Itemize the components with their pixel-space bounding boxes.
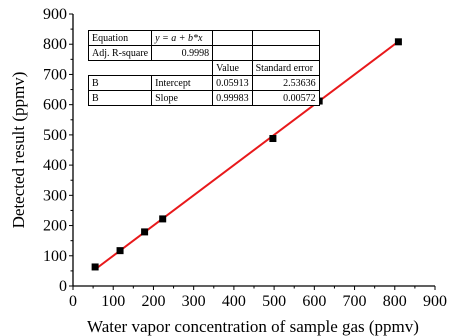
y-tick-label: 500 xyxy=(43,127,67,144)
equation-cell-value xyxy=(212,30,253,46)
y-tick-label: 800 xyxy=(43,36,67,53)
y-tick-label: 100 xyxy=(43,248,67,265)
data-point xyxy=(91,263,99,271)
x-tick-label: 200 xyxy=(141,293,165,310)
y-tick-label: 900 xyxy=(43,6,67,23)
y-axis-title: Detected result (ppmv) xyxy=(9,72,28,229)
axes xyxy=(69,13,436,290)
x-tick-label: 100 xyxy=(101,293,125,310)
x-tick-label: 700 xyxy=(343,293,367,310)
data-point xyxy=(394,38,402,46)
y-tick-label: 300 xyxy=(43,187,67,204)
equation-label: Equation xyxy=(87,30,153,46)
adj-r-square-cell-error xyxy=(251,45,320,61)
equation-row: Equation y = a + b*x xyxy=(87,30,320,46)
intercept-param: Intercept xyxy=(151,75,214,91)
adj-r-square-cell-value xyxy=(212,45,253,61)
intercept-std-error: 2.53636 xyxy=(251,75,320,91)
y-tick-label: 0 xyxy=(59,278,67,295)
x-tick-label: 300 xyxy=(182,293,206,310)
x-tick-label: 600 xyxy=(302,293,326,310)
slope-std-error: 0.00572 xyxy=(251,90,320,106)
adj-r-square-value: 0.9998 xyxy=(151,45,214,61)
slope-row: B Slope 0.99983 0.00572 xyxy=(87,90,320,106)
slope-col1: B xyxy=(87,90,153,106)
slope-param: Slope xyxy=(151,90,214,106)
data-point xyxy=(159,215,167,223)
adj-r-square-row: Adj. R-square 0.9998 xyxy=(87,45,320,61)
data-point xyxy=(269,135,277,143)
y-tick-label: 700 xyxy=(43,66,67,83)
x-tick-label: 400 xyxy=(222,293,246,310)
data-point xyxy=(116,247,124,255)
fit-results-table: Equation y = a + b*x Adj. R-square 0.999… xyxy=(87,30,320,106)
header-row: Value Standard error xyxy=(89,60,320,76)
value-header: Value xyxy=(212,60,253,76)
tick-labels: 0 100 200 300 400 500 600 700 800 900 0 100 200 300 40… xyxy=(43,6,447,310)
slope-value: 0.99983 xyxy=(212,90,253,106)
y-tick-label: 400 xyxy=(43,157,67,174)
x-tick-label: 900 xyxy=(423,293,447,310)
data-point xyxy=(141,228,149,236)
y-tick-label: 200 xyxy=(43,218,67,235)
header-blank-2 xyxy=(152,61,213,76)
equation-cell-error xyxy=(251,30,320,46)
equation-value: y = a + b*x xyxy=(151,30,214,46)
intercept-value: 0.05913 xyxy=(212,75,253,91)
std-error-header: Standard error xyxy=(251,60,320,76)
x-tick-label: 500 xyxy=(262,293,286,310)
x-tick-label: 800 xyxy=(383,293,407,310)
y-tick-label: 600 xyxy=(43,97,67,114)
x-axis-title: Water vapor concentration of sample gas … xyxy=(87,317,419,336)
x-tick-label: 0 xyxy=(69,293,77,310)
intercept-row: B Intercept 0.05913 2.53636 xyxy=(87,75,320,91)
header-blank-1 xyxy=(89,61,152,76)
intercept-col1: B xyxy=(87,75,153,91)
adj-r-square-label: Adj. R-square xyxy=(87,45,153,61)
